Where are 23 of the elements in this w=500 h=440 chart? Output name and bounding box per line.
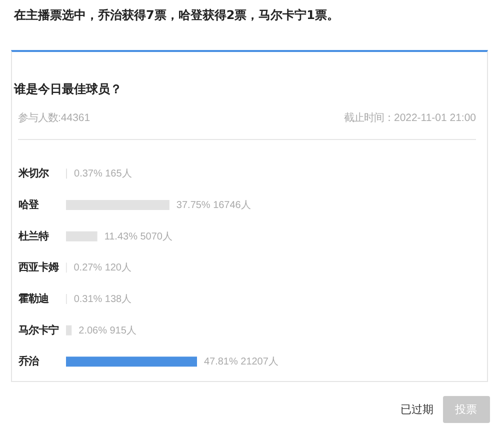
chart-subtitle: 谁是今日最佳球员？ — [13, 82, 122, 96]
data-label: 47.81% 21207人 — [204, 356, 278, 368]
data-label: 0.27% 120人 — [74, 262, 132, 274]
bar — [66, 200, 170, 210]
y-tick-label: 米切尔 — [18, 168, 50, 180]
y-tick-label: 霍勒迪 — [18, 292, 50, 305]
chart-title: 在主播票选中，乔治获得7票，哈登获得2票，马尔卡宁1票。 — [13, 8, 340, 22]
data-label: 0.37% 165人 — [74, 168, 132, 180]
bar — [66, 231, 98, 242]
bar — [66, 356, 197, 367]
bar — [66, 325, 72, 336]
data-label: 37.75% 16746人 — [176, 200, 251, 211]
y-tick-label: 杜兰特 — [18, 230, 48, 242]
data-label: 2.06% 915人 — [78, 325, 136, 336]
data-label: 11.43% 5070人 — [104, 231, 172, 242]
y-tick-label: 乔治 — [18, 356, 40, 368]
y-tick-label: 西亚卡姆 — [18, 262, 58, 274]
text: 参与人数:44361 — [18, 112, 90, 124]
text: 截止时间：2022-11-01 21:00 — [344, 112, 476, 124]
data-label: 0.31% 138人 — [74, 294, 132, 305]
y-tick-label: 哈登 — [18, 199, 40, 211]
y-tick-label: 马尔卡宁 — [18, 324, 58, 336]
text: 已过期 — [400, 403, 434, 416]
